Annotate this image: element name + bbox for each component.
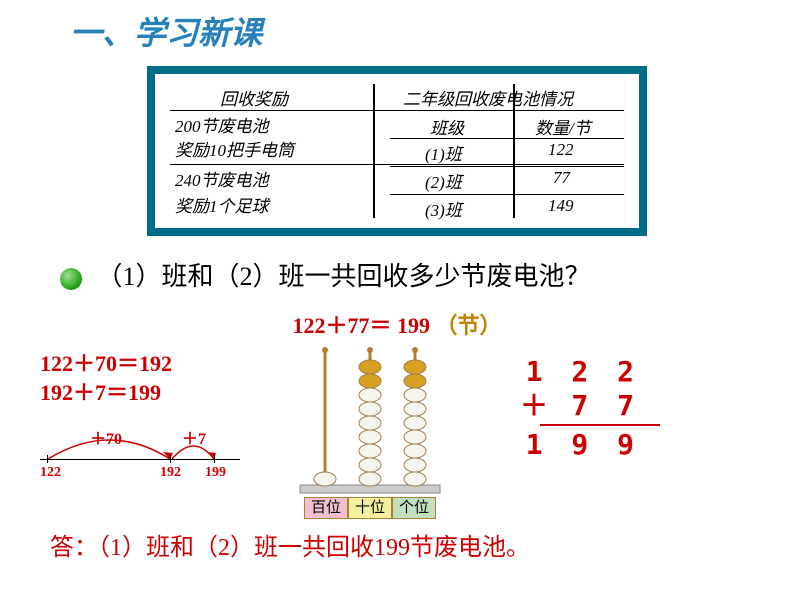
answer-line: 答：（1）班和（2）班一共回收199节废电池。 [0, 519, 794, 562]
lesson-title: 一、学习新课 [0, 0, 794, 66]
vcalc-sum: 1 9 9 [520, 428, 660, 462]
bullet-icon [60, 268, 82, 290]
arc-label: ＋7 [182, 425, 206, 449]
vcalc-row: ＋ 7 7 [520, 389, 660, 423]
place-label: 个位 [392, 497, 436, 519]
main-equation: 122＋77＝ 199 （节） [0, 303, 794, 345]
step-line: 192＋7＝199 [40, 379, 260, 408]
board-left-header: 回收奖励 [220, 85, 288, 110]
board-cell: 77 [553, 168, 570, 188]
board-col-header: 班级 [430, 114, 464, 139]
abacus-diagram: 百位 十位 个位 [260, 345, 480, 519]
eq-result: 199 [397, 313, 430, 338]
eq-expr: 122＋77＝ [292, 313, 391, 338]
eq-unit: （节） [436, 313, 502, 338]
board-cell: (3)班 [425, 196, 462, 221]
question-text: （1）班和（2）班一共回收多少节废电池？ [97, 262, 591, 291]
abacus-svg [290, 345, 450, 495]
vertical-calculation: 1 2 2 ＋ 7 7 1 9 9 [480, 345, 660, 462]
calculation-area: 122＋70＝192 192＋7＝199 ＋70 ＋7 122 192 199 [0, 345, 794, 519]
board-cell: (1)班 [425, 140, 462, 165]
information-board: 回收奖励 二年级回收废电池情况 200节废电池 奖励10把手电筒 240节废电池… [147, 66, 647, 236]
vcalc-row: 1 2 2 [520, 355, 660, 389]
vcalc-b: 7 7 [571, 389, 640, 422]
board-right-header: 二年级回收废电池情况 [403, 85, 573, 110]
board-col-header: 数量/节 [535, 114, 591, 139]
question-line: （1）班和（2）班一共回收多少节废电池？ [0, 236, 794, 303]
step-line: 122＋70＝192 [40, 350, 260, 379]
place-label: 十位 [348, 497, 392, 519]
plus-sign: ＋ [520, 389, 550, 423]
board-cell: 122 [548, 140, 574, 160]
place-label: 百位 [304, 497, 348, 519]
numline-mark: 192 [160, 465, 181, 481]
step-calculation: 122＋70＝192 192＋7＝199 ＋70 ＋7 122 192 199 [40, 345, 260, 489]
number-line: ＋70 ＋7 122 192 199 [40, 419, 240, 489]
board-left-row: 200节废电池 [175, 112, 269, 137]
board-cell: (2)班 [425, 168, 462, 193]
arc-label: ＋70 [90, 425, 122, 449]
board-left-row: 奖励10把手电筒 [175, 136, 294, 161]
vcalc-line [540, 424, 660, 426]
numline-mark: 199 [205, 465, 226, 481]
place-labels: 百位 十位 个位 [260, 497, 480, 519]
board-left-row: 奖励1个足球 [175, 192, 269, 217]
board-cell: 149 [548, 196, 574, 216]
board-left-row: 240节废电池 [175, 166, 269, 191]
numline-mark: 122 [40, 465, 61, 481]
